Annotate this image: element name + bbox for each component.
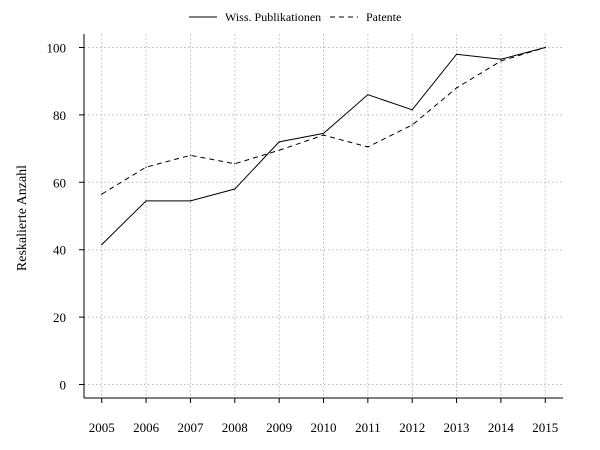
x-tick-label: 2009 [266,420,292,435]
y-axis-title: Reskalierte Anzahl [15,165,30,271]
data-point [455,87,458,89]
legend-label-patente: Patente [366,10,401,24]
y-tick-label: 100 [47,40,67,55]
data-point [145,200,147,202]
tick-labels: 2005 2006 2007 2008 2009 2010 2011 2012 2013 2014… [47,40,559,435]
data-point [234,188,236,190]
data-point [189,200,192,202]
data-point [411,109,413,111]
data-point [411,124,413,126]
data-point [500,58,502,60]
data-point [278,149,280,151]
data-point [189,154,192,156]
y-tick-label: 80 [53,108,66,123]
x-tick-label: 2008 [222,420,248,435]
series-lines [101,46,546,246]
data-point [367,146,369,148]
data-point [322,132,325,135]
grid-lines [84,34,563,398]
data-point [500,60,502,62]
x-tick-label: 2006 [133,420,160,435]
x-tick-label: 2005 [89,420,115,435]
legend: Wiss. Publikationen Patente [189,10,401,24]
data-point [455,53,458,55]
x-tick-label: 2011 [355,420,381,435]
data-point [278,141,280,143]
y-tick-label: 40 [53,243,66,258]
y-tick-label: 20 [53,310,66,325]
data-point [544,46,546,49]
x-tick-label: 2013 [444,420,470,435]
x-tick-label: 2015 [532,420,558,435]
data-point [101,193,103,195]
y-tick-label: 0 [60,378,67,393]
x-tick-label: 2012 [399,420,425,435]
x-tick-label: 2010 [311,420,337,435]
data-point [367,94,369,96]
series-line-patente [101,47,546,195]
axes [79,34,563,403]
data-point [234,163,236,165]
x-tick-label: 2007 [177,420,204,435]
y-tick-label: 60 [53,175,66,190]
data-point [322,134,325,136]
data-point [101,244,103,246]
legend-label-publikationen: Wiss. Publikationen [225,10,321,24]
data-point [145,166,147,168]
x-tick-label: 2014 [488,420,515,435]
